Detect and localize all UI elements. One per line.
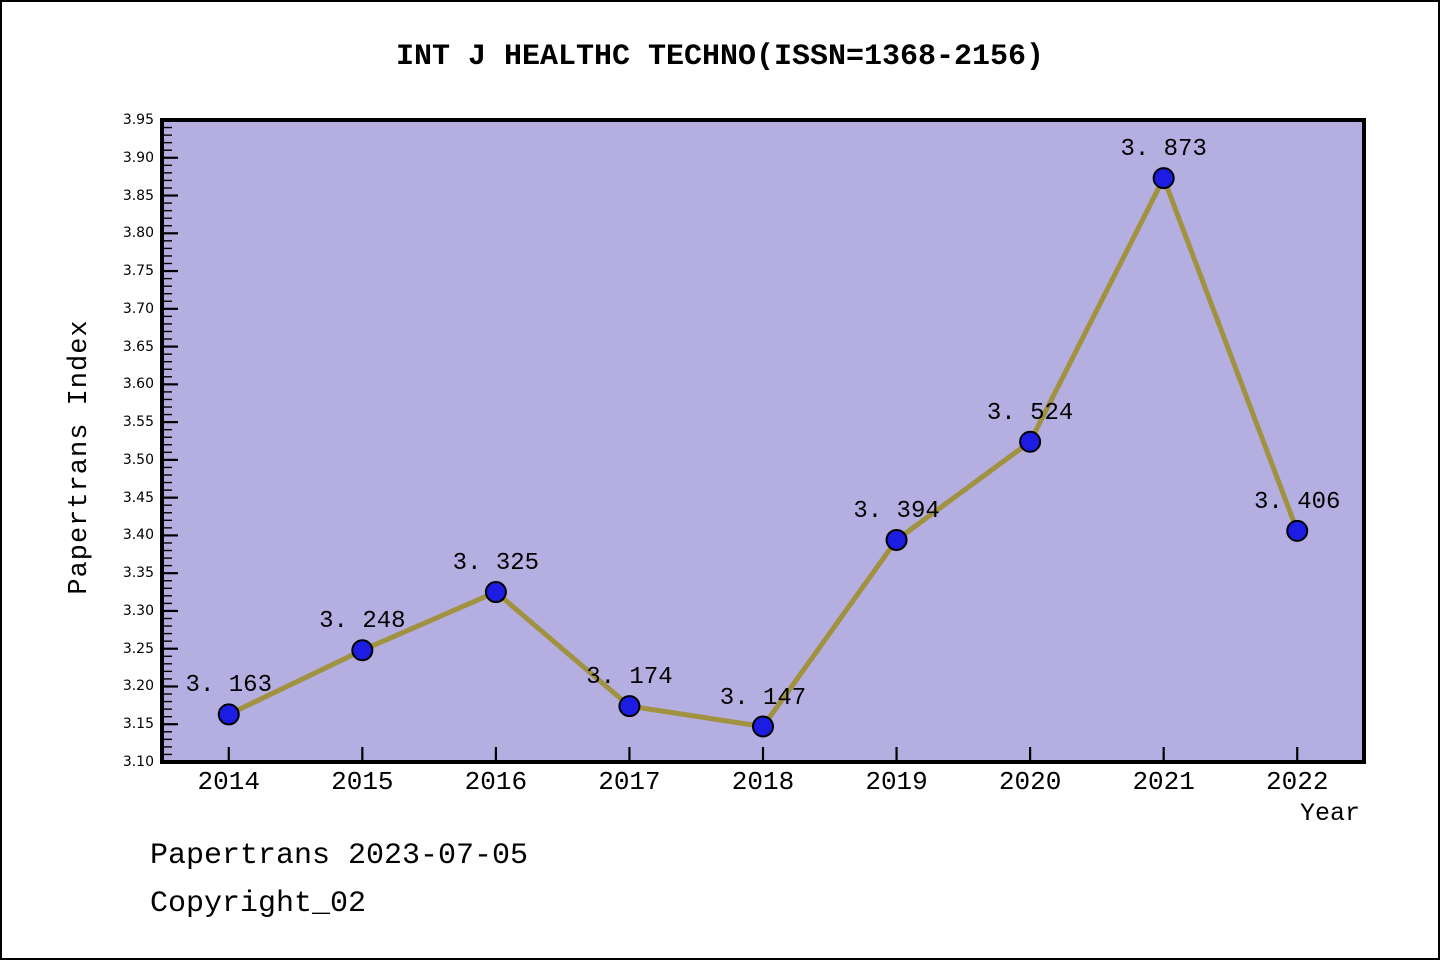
- y-tick-label: 3.95: [122, 112, 154, 128]
- y-tick-label: 3.30: [122, 602, 154, 619]
- y-tick-label: 3.50: [122, 451, 154, 468]
- chart-title: INT J HEALTHC TECHNO(ISSN=1368-2156): [395, 40, 1045, 74]
- point-value-label: 3. 394: [853, 497, 940, 525]
- y-tick-label: 3.65: [122, 338, 154, 355]
- y-tick-label: 3.85: [122, 187, 154, 204]
- point-value-label: 3. 248: [319, 608, 406, 636]
- x-tick-label: 2017: [598, 767, 661, 797]
- x-tick-label: 2016: [464, 767, 528, 797]
- x-tick-label: 2019: [865, 767, 928, 797]
- x-axis-label: Year: [1299, 799, 1360, 828]
- y-tick-label: 3.25: [122, 640, 154, 657]
- y-tick-label: 3.80: [122, 225, 154, 242]
- point-value-label: 3. 873: [1120, 136, 1207, 164]
- y-tick-label: 3.20: [122, 678, 154, 695]
- y-tick-label: 3.15: [122, 716, 154, 733]
- y-tick-label: 3.60: [122, 376, 154, 393]
- x-tick-label: 2014: [197, 767, 260, 797]
- plot-border: [160, 118, 1366, 764]
- point-value-label: 3. 163: [185, 672, 272, 700]
- x-tick-label: 2020: [998, 767, 1062, 797]
- x-tick-label: 2018: [731, 767, 795, 797]
- point-value-label: 3. 174: [586, 664, 673, 692]
- y-tick-label: 3.75: [122, 263, 154, 280]
- y-tick-label: 3.55: [122, 414, 154, 431]
- data-point-2021: [1152, 167, 1175, 190]
- data-point-2020: [1019, 430, 1042, 453]
- data-point-2022: [1286, 519, 1309, 542]
- y-tick-label: 3.90: [122, 149, 154, 166]
- data-point-2018: [752, 715, 774, 738]
- data-point-2016: [484, 581, 507, 604]
- y-tick-label: 3.10: [122, 754, 154, 770]
- y-tick-label: 3.40: [122, 527, 154, 544]
- data-point-2015: [351, 639, 374, 662]
- x-tick-label: 2021: [1132, 767, 1195, 797]
- point-value-label: 3. 325: [452, 550, 540, 578]
- y-tick-label: 3.35: [122, 565, 154, 582]
- data-point-2017: [618, 695, 641, 718]
- point-value-label: 3. 147: [719, 684, 807, 712]
- y-tick-label: 3.70: [122, 300, 154, 317]
- data-point-2019: [885, 528, 908, 551]
- plot-background: [162, 120, 1364, 762]
- footer-copyright: Copyright_02: [150, 887, 367, 921]
- x-tick-label: 2015: [331, 767, 394, 797]
- y-tick-label: 3.45: [122, 489, 154, 506]
- footer-date: Papertrans 2023-07-05: [150, 839, 529, 873]
- point-value-label: 3. 406: [1254, 488, 1341, 516]
- point-value-label: 3. 524: [986, 399, 1074, 427]
- data-point-2014: [217, 703, 240, 726]
- x-tick-label: 2022: [1266, 767, 1329, 797]
